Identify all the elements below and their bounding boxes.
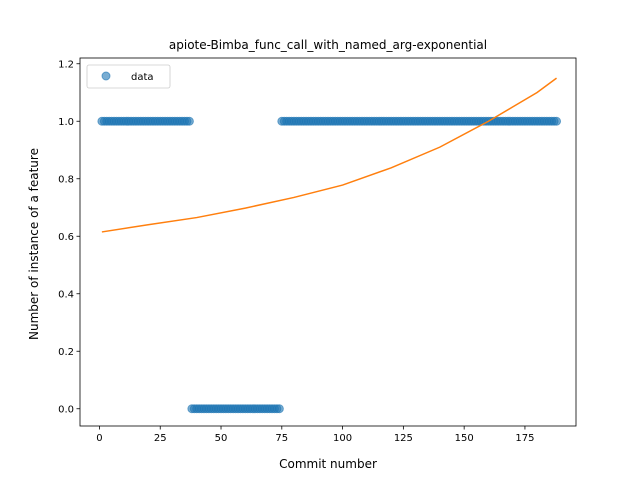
plot-frame bbox=[79, 57, 577, 427]
x-axis-label: Commit number bbox=[279, 457, 377, 471]
y-axis-label: Number of instance of a feature bbox=[27, 148, 41, 340]
data-point bbox=[274, 404, 284, 414]
y-tick-label: 0.4 bbox=[58, 289, 74, 300]
x-tick-label: 0 bbox=[96, 433, 102, 444]
data-point bbox=[184, 116, 194, 126]
y-tick-label: 0.8 bbox=[58, 174, 74, 185]
x-tick-label: 100 bbox=[333, 433, 352, 444]
fit-line bbox=[101, 77, 557, 233]
x-tick-label: 125 bbox=[394, 433, 413, 444]
y-tick-label: 0.0 bbox=[58, 404, 74, 415]
x-tick-label: 25 bbox=[154, 433, 167, 444]
x-tick-label: 75 bbox=[275, 433, 288, 444]
x-tick-label: 175 bbox=[515, 433, 534, 444]
y-tick-label: 1.2 bbox=[58, 59, 74, 70]
y-tick-label: 0.2 bbox=[58, 347, 74, 358]
x-tick-label: 50 bbox=[215, 433, 228, 444]
data-series bbox=[97, 116, 562, 414]
y-tick-label: 1.0 bbox=[58, 117, 74, 128]
x-tick-label: 150 bbox=[455, 433, 474, 444]
legend-frame bbox=[86, 64, 171, 89]
legend-label: data bbox=[131, 72, 154, 83]
legend: data bbox=[86, 64, 171, 89]
chart-title: apiote-Bimba_func_call_with_named_arg-ex… bbox=[169, 38, 487, 52]
data-point bbox=[552, 116, 562, 126]
y-tick-label: 0.6 bbox=[58, 232, 74, 243]
legend-marker bbox=[101, 71, 111, 81]
